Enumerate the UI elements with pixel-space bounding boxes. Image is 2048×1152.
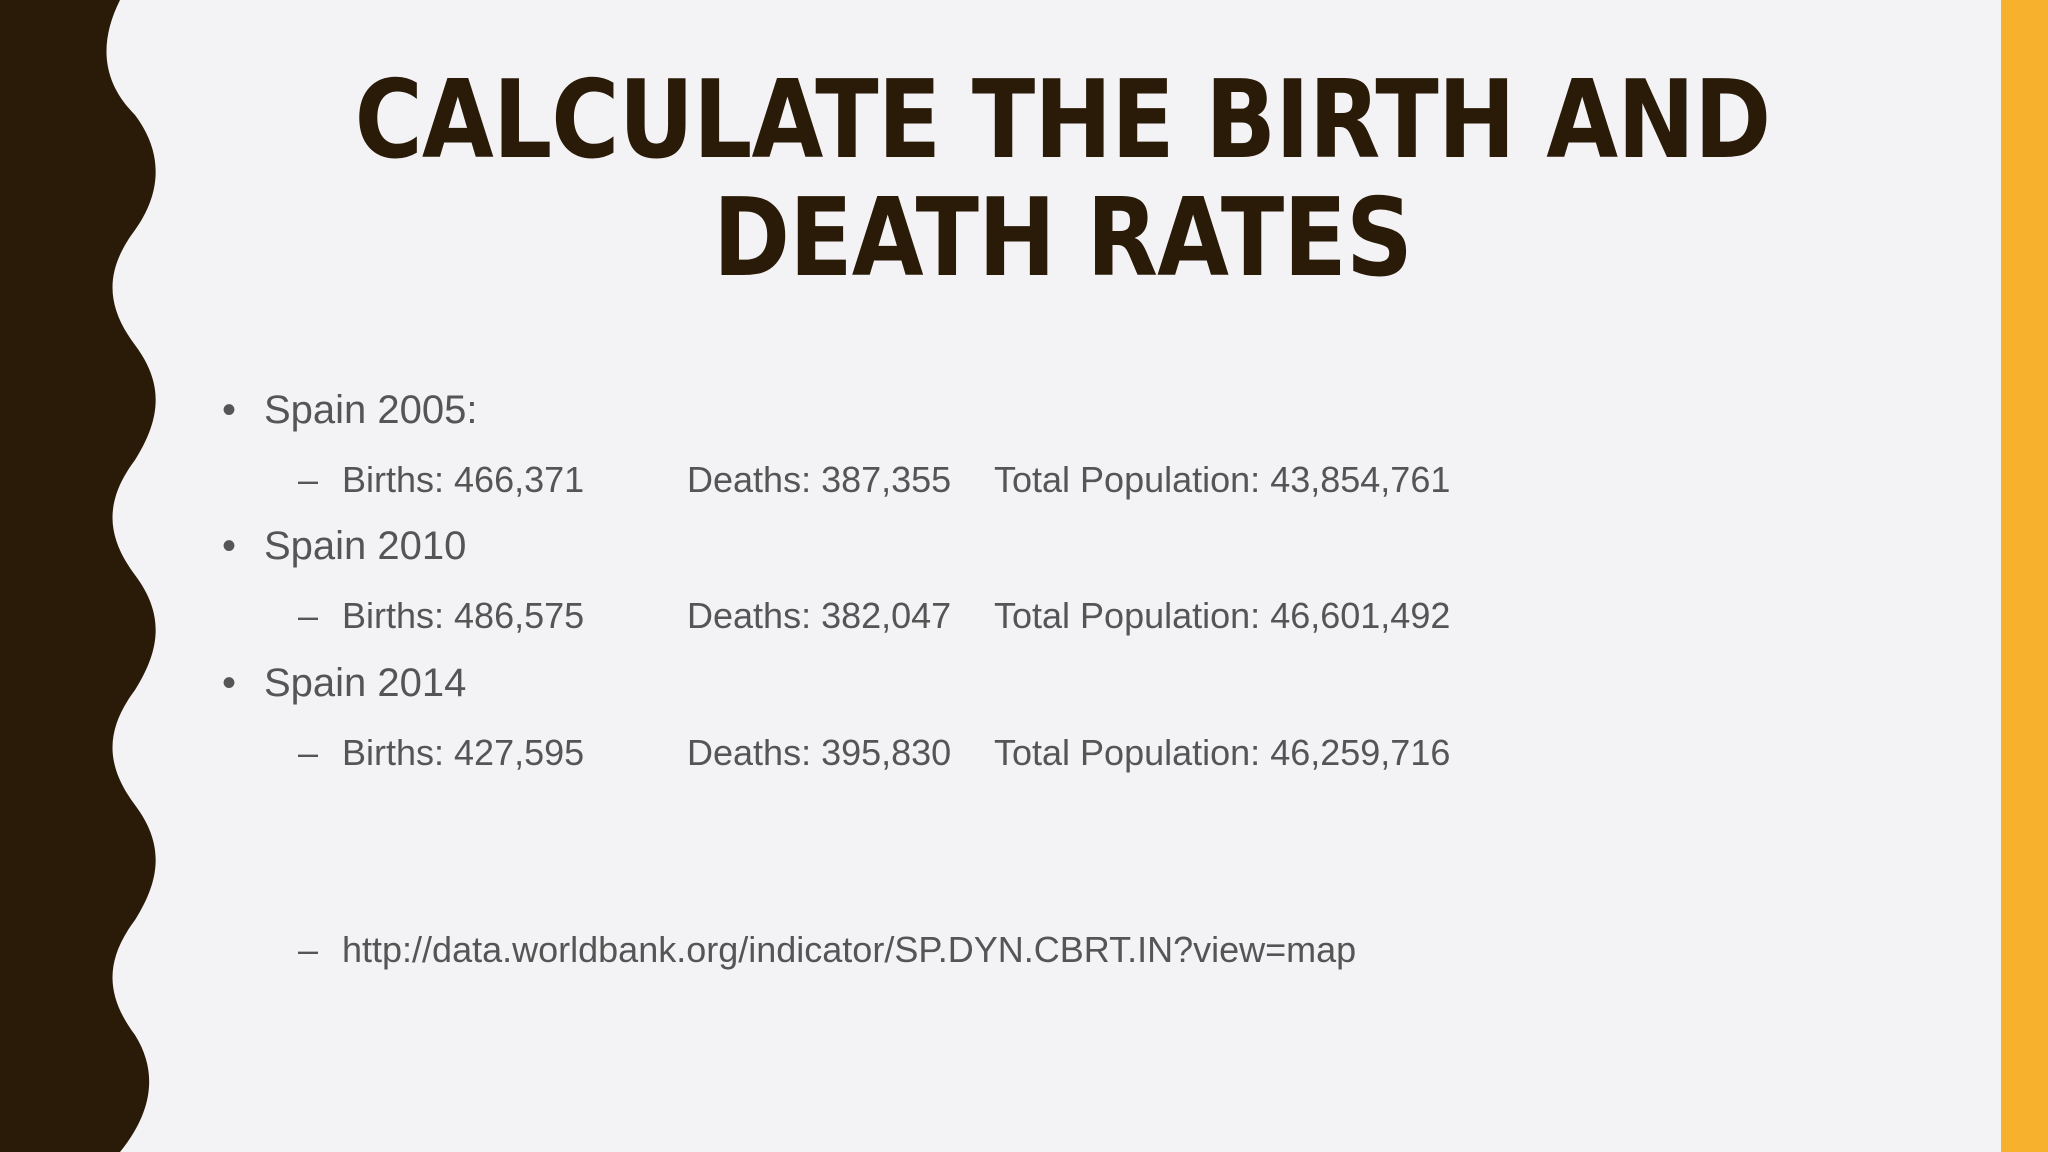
- slide-title: CALCULATE THE BIRTH AND DEATH RATES: [354, 58, 1772, 301]
- bullet-heading: Spain 2005:: [264, 388, 478, 432]
- dash: –: [298, 732, 319, 773]
- bullet-heading: Spain 2014: [264, 661, 467, 705]
- deaths-value: Deaths: 395,830: [687, 732, 952, 773]
- source-link[interactable]: http://data.worldbank.org/indicator/SP.D…: [342, 929, 1357, 970]
- dash: –: [298, 459, 319, 500]
- bullet-heading: Spain 2010: [264, 524, 467, 568]
- bullet-dot: •: [222, 661, 237, 705]
- deaths-value: Deaths: 382,047: [687, 595, 952, 636]
- bullet-spain-2005: • Spain 2005:: [222, 386, 478, 434]
- source-row: – http://data.worldbank.org/indicator/SP.…: [298, 928, 1356, 972]
- births-value: Births: 466,371: [342, 459, 585, 500]
- population-value: Total Population: 46,259,716: [994, 732, 1451, 773]
- births-value: Births: 486,575: [342, 595, 585, 636]
- left-wave-decoration: [0, 0, 156, 1152]
- wave-shape: [0, 0, 156, 1152]
- bullet-dot: •: [222, 524, 237, 568]
- sub-row-spain-2010: – Births: 486,575 Deaths: 382,047 Total Pop…: [298, 594, 1498, 638]
- deaths-value: Deaths: 387,355: [687, 459, 952, 500]
- bullet-spain-2010: • Spain 2010: [222, 522, 466, 570]
- dash: –: [298, 929, 319, 970]
- population-value: Total Population: 46,601,492: [994, 595, 1451, 636]
- right-accent-bar: [2001, 0, 2048, 1152]
- sub-row-spain-2014: – Births: 427,595 Deaths: 395,830 Total Pop…: [298, 731, 1498, 775]
- bullet-dot: •: [222, 388, 237, 432]
- bullet-spain-2014: • Spain 2014: [222, 659, 466, 707]
- sub-row-spain-2005: – Births: 466,371 Deaths: 387,355 Total Pop…: [298, 458, 1498, 502]
- births-value: Births: 427,595: [342, 732, 585, 773]
- dash: –: [298, 595, 319, 636]
- population-value: Total Population: 43,854,761: [994, 459, 1451, 500]
